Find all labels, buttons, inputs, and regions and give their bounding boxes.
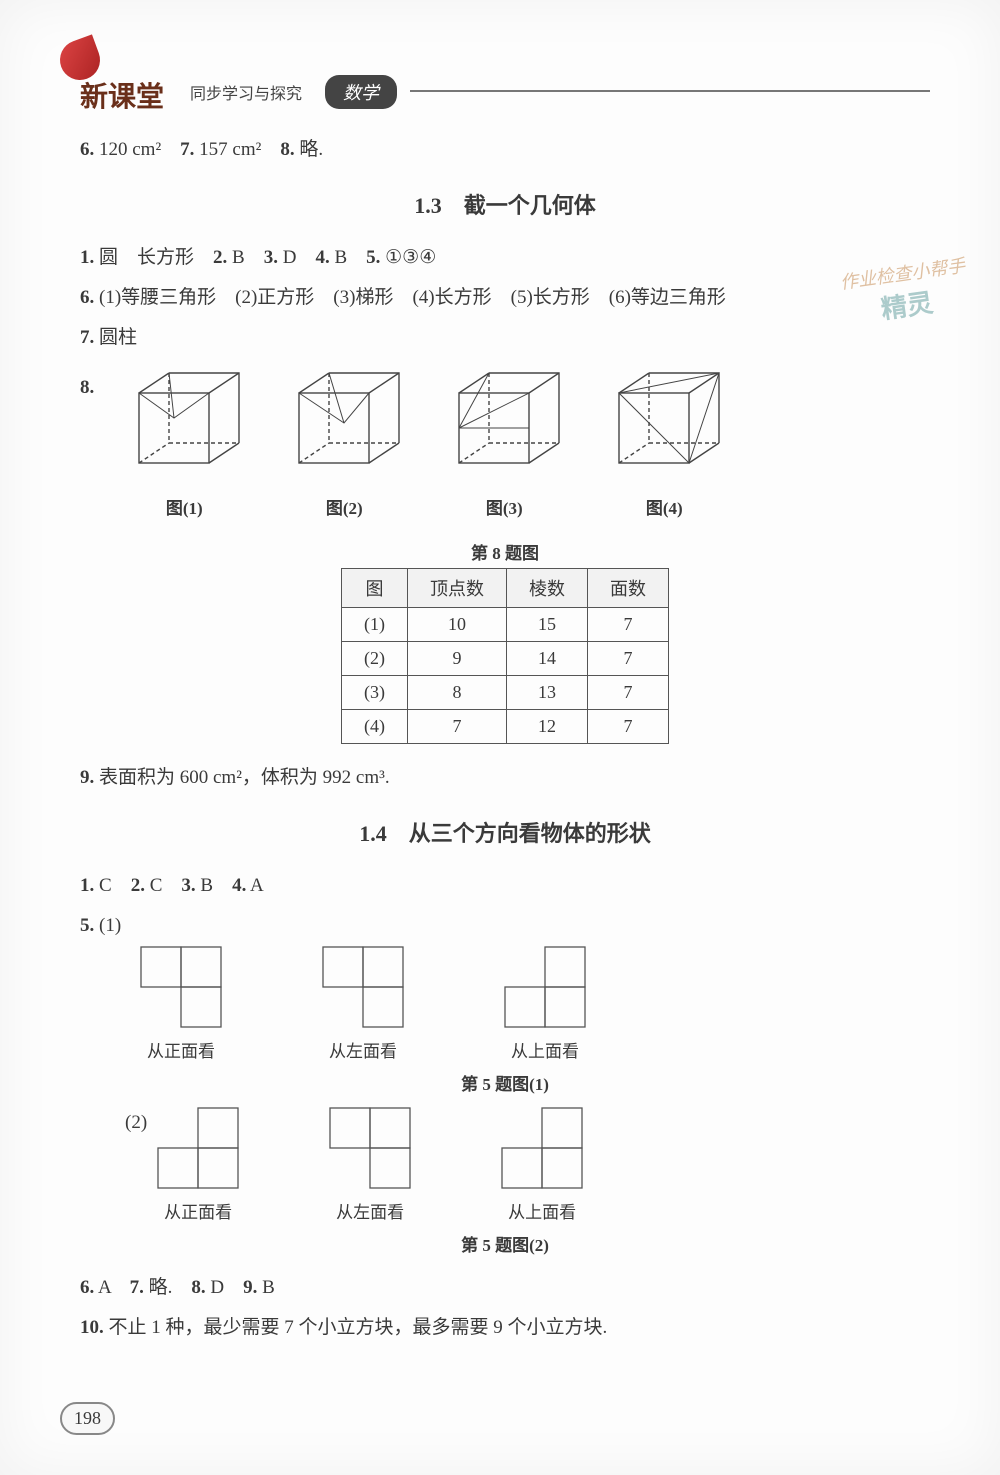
q5-part2: (2) [125, 1112, 147, 1134]
series-title: 新课堂 [80, 75, 164, 115]
view-grid [329, 1107, 411, 1189]
cube-figure-cap: 图(2) [284, 491, 404, 527]
s14-line-after: 6. A 7. 略. 8. D 9. B [80, 1268, 930, 1308]
cube-figure-3 [444, 363, 564, 473]
q8-table-caption: 第 8 题图 [80, 539, 930, 564]
q10-ans: 不止 1 种，最少需要 7 个小立方块，最多需要 9 个小立方块. [109, 1317, 608, 1338]
q9-num: 9. [80, 767, 94, 788]
q5-num: 5. [80, 915, 94, 936]
view-grid [322, 946, 404, 1028]
q8-num: 8. [80, 368, 94, 408]
s14-q5-1: 5. (1) [80, 906, 930, 946]
view-item: 从正面看 [140, 946, 222, 1062]
view-caption: 从上面看 [504, 1037, 586, 1062]
table-row: (3)8137 [342, 676, 669, 710]
page-number: 198 [60, 1402, 115, 1435]
s13-line1: 1. 圆 长方形 2. B 3. D 4. B 5. ①③④ [80, 238, 930, 278]
view-grid [140, 946, 222, 1028]
view-grid [157, 1107, 239, 1189]
table-header: 图 [342, 569, 408, 608]
view-caption: 从左面看 [329, 1198, 411, 1223]
s13-line3: 7. 圆柱 [80, 318, 930, 358]
section-title-14: 1.4 从三个方向看物体的形状 [80, 816, 930, 848]
s14-line1: 1. C 2. C 3. B 4. A [80, 866, 930, 906]
table-row: (4)7127 [342, 710, 669, 744]
q9-ans: 表面积为 600 cm²，体积为 992 cm³. [99, 767, 390, 788]
page-header: 新课堂 同步学习与探究 数学 [80, 70, 930, 130]
table-header: 棱数 [507, 569, 588, 608]
cube-figure-item: 图(3) [444, 363, 564, 528]
view-caption: 从正面看 [157, 1198, 239, 1223]
view-item: 从上面看 [501, 1107, 583, 1223]
s13-line2: 6. (1)等腰三角形 (2)正方形 (3)梯形 (4)长方形 (5)长方形 (… [80, 278, 930, 318]
cube-figure-item: 图(4) [604, 363, 724, 528]
section-title-13: 1.3 截一个几何体 [80, 188, 930, 220]
table-header: 面数 [588, 569, 669, 608]
view-item: 从正面看 [157, 1107, 239, 1223]
subject-tab: 数学 [325, 75, 397, 109]
cube-figure-4 [604, 363, 724, 473]
table-row: (2)9147 [342, 642, 669, 676]
cube-figure-item: 图(2) [284, 363, 404, 528]
view-grid [501, 1107, 583, 1189]
views-row-1: 从正面看 从左面看 从上面看 [140, 946, 930, 1062]
view-caption: 从左面看 [322, 1037, 404, 1062]
view-caption: 从上面看 [501, 1198, 583, 1223]
view-caption: 从正面看 [140, 1037, 222, 1062]
fig5-cap2: 第 5 题图(2) [80, 1231, 930, 1256]
view-item: 从左面看 [329, 1107, 411, 1223]
q5-part1: (1) [99, 915, 121, 936]
views-row-2: 从正面看 从左面看 从上面看 [157, 1107, 583, 1223]
s13-q9: 9. 表面积为 600 cm²，体积为 992 cm³. [80, 758, 930, 798]
table-row: (1)10157 [342, 608, 669, 642]
cube-figure-cap: 图(3) [444, 491, 564, 527]
cube-figure-2 [284, 363, 404, 473]
q7-ans: 圆柱 [99, 327, 137, 348]
s14-q10: 10. 不止 1 种，最少需要 7 个小立方块，最多需要 9 个小立方块. [80, 1308, 930, 1348]
fig5-cap1: 第 5 题图(1) [80, 1070, 930, 1095]
cube-figure-item: 图(1) [124, 363, 244, 528]
cube-figure-cap: 图(1) [124, 491, 244, 527]
q7-num: 7. [80, 327, 94, 348]
cube-figure-cap: 图(4) [604, 491, 724, 527]
q8-table: 图顶点数棱数面数(1)10157(2)9147(3)8137(4)7127 [341, 568, 669, 744]
view-item: 从左面看 [322, 946, 404, 1062]
cube-figure-1 [124, 363, 244, 473]
header-divider [410, 90, 930, 92]
view-grid [504, 946, 586, 1028]
s13-q8-row: 8. 图(1) 图(2) 图(3) [80, 358, 930, 528]
q10-num: 10. [80, 1317, 104, 1338]
answer-line-678: 6. 120 cm² 7. 157 cm² 8. 略. [80, 130, 930, 170]
view-item: 从上面看 [504, 946, 586, 1062]
series-subtitle: 同步学习与探究 [190, 80, 302, 104]
table-header: 顶点数 [408, 569, 507, 608]
